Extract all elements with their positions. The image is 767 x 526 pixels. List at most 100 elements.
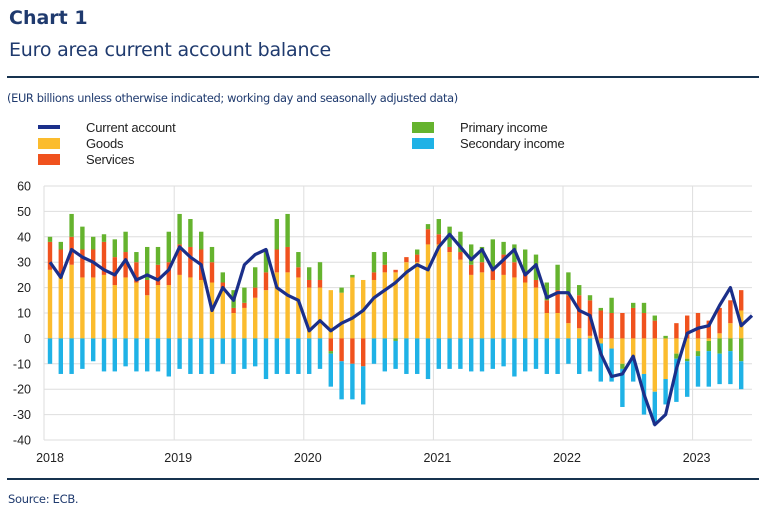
bar-segment-secondary [91, 338, 96, 362]
bar-segment-primary [166, 231, 171, 263]
bar-segment-services [253, 287, 258, 298]
legend-label-primary-income: Primary income [460, 119, 548, 135]
bar-segment-secondary [717, 353, 722, 385]
bar-segment-services [155, 264, 161, 286]
chart-bars [47, 213, 744, 425]
bar-segment-secondary [577, 338, 582, 374]
bar-segment-goods [652, 338, 657, 392]
bar-segment-services [469, 264, 474, 275]
bar-segment-goods [631, 338, 636, 359]
bar-segment-secondary [490, 338, 495, 369]
bar-segment-primary [188, 219, 193, 247]
bar-segment-goods [199, 279, 204, 339]
bar-segment-secondary [155, 338, 161, 372]
y-tick-label: 0 [24, 332, 31, 346]
bar-segment-primary [652, 315, 657, 321]
footer-divider [7, 478, 759, 480]
bar-segment-primary [69, 213, 74, 237]
bar-segment-services [307, 279, 312, 288]
bar-segment-goods [123, 277, 128, 339]
bar-segment-services [371, 272, 377, 280]
bar-segment-services [123, 252, 128, 278]
bar-segment-goods [728, 323, 733, 339]
bar-segment-primary [415, 249, 420, 255]
bar-segment-primary [598, 307, 603, 311]
bar-segment-secondary [695, 356, 701, 387]
bar-segment-secondary [555, 338, 560, 374]
bar-segment-secondary [382, 338, 387, 372]
bar-segment-primary [458, 231, 463, 253]
bar-segment-goods [91, 277, 96, 339]
bar-segment-primary [209, 246, 215, 263]
chart-number-label: Chart 1 [9, 7, 88, 29]
bar-segment-secondary [501, 338, 506, 367]
bar-segment-goods [469, 274, 474, 339]
bar-segment-secondary [685, 361, 690, 397]
bar-segment-goods [350, 277, 355, 339]
bar-segment-goods [490, 279, 495, 339]
bar-segment-services [717, 307, 722, 334]
bar-segment-goods [577, 328, 582, 339]
x-tick-label: 2019 [164, 451, 192, 465]
legend-label-services: Services [86, 151, 135, 167]
x-tick-label: 2020 [294, 451, 322, 465]
bar-segment-secondary [361, 366, 366, 405]
bar-segment-primary [101, 234, 107, 242]
bar-segment-services [566, 295, 571, 324]
bar-segment-goods [641, 338, 647, 374]
bar-segment-goods [371, 279, 377, 339]
bar-segment-primary [695, 351, 701, 357]
bar-segment-primary [685, 358, 690, 362]
bar-segment-primary [328, 351, 333, 354]
bar-segment-goods [317, 287, 323, 339]
bar-segment-services [101, 241, 107, 275]
bar-segment-secondary [674, 358, 679, 402]
bar-segment-secondary [242, 338, 247, 369]
bar-segment-secondary [728, 351, 733, 385]
bar-segment-primary [91, 236, 96, 250]
bar-segment-goods [695, 338, 701, 352]
bar-segment-secondary [479, 338, 485, 372]
bar-segment-services [47, 241, 53, 270]
bar-segment-goods [555, 313, 560, 339]
bar-segment-secondary [134, 338, 139, 372]
chart-legend: Current account Goods Services Primary i… [0, 119, 767, 169]
x-axis: 2018 2019 2020 2021 2022 2023 [36, 451, 710, 465]
bar-segment-primary [620, 363, 625, 369]
y-tick-label: -20 [13, 383, 31, 397]
bar-segment-services [447, 246, 452, 253]
bar-segment-primary [566, 272, 571, 296]
bar-segment-secondary [469, 338, 474, 372]
bar-segment-secondary [317, 338, 323, 369]
bar-segment-goods [145, 295, 150, 339]
bar-segment-services [285, 246, 290, 273]
bar-segment-secondary [566, 338, 571, 364]
bar-segment-secondary [328, 353, 333, 387]
bar-segment-primary [177, 213, 182, 245]
bar-segment-primary [253, 267, 258, 288]
bar-segment-services [609, 313, 614, 339]
bar-segment-goods [328, 290, 333, 339]
bar-segment-services [436, 234, 441, 245]
bar-segment-services [415, 254, 420, 263]
bar-segment-goods [436, 244, 441, 339]
legend-item-goods: Goods [38, 135, 124, 151]
bar-segment-primary [469, 244, 474, 265]
bar-segment-services [404, 257, 409, 263]
y-axis: 60 50 40 30 20 10 0 -10 -20 -30 -40 [13, 180, 31, 448]
bar-segment-goods [339, 292, 344, 339]
bar-segment-primary [220, 272, 225, 283]
bar-segment-services [490, 269, 495, 280]
bar-segment-primary [350, 274, 355, 278]
x-tick-label: 2023 [683, 451, 711, 465]
bar-segment-services [339, 338, 344, 362]
bar-segment-goods [382, 272, 387, 339]
bar-segment-primary [706, 340, 711, 352]
bar-segment-services [328, 338, 333, 352]
bar-segment-primary [263, 249, 269, 273]
bar-segment-services [479, 262, 485, 273]
bar-segment-secondary [371, 338, 377, 364]
bar-segment-goods [458, 259, 463, 339]
bar-segment-secondary [166, 338, 171, 377]
bar-segment-services [620, 313, 625, 339]
